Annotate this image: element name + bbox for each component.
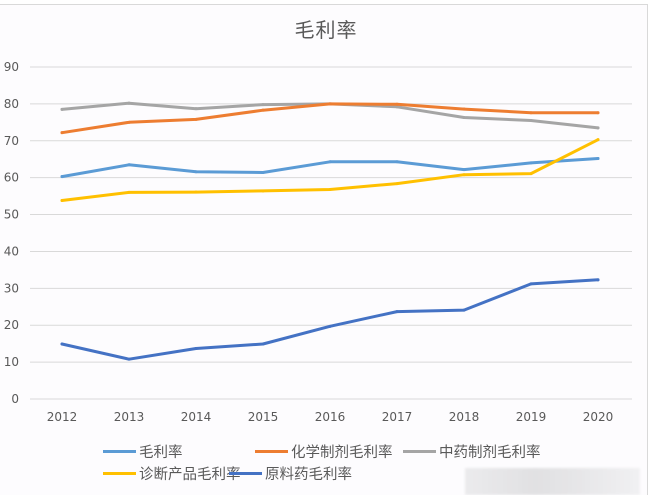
x-tick-label: 2020 xyxy=(583,410,614,424)
data-point xyxy=(462,173,466,177)
y-tick-label: 40 xyxy=(4,244,19,258)
legend-item-gross-margin[interactable]: 毛利率 xyxy=(103,441,183,462)
data-point xyxy=(60,199,64,203)
y-tick-label: 30 xyxy=(4,281,19,295)
legend-item-diagnostic[interactable]: 诊断产品毛利率 xyxy=(103,463,241,484)
x-tick-label: 2014 xyxy=(181,410,212,424)
data-point xyxy=(596,138,600,142)
data-point xyxy=(194,190,198,194)
y-tick-label: 90 xyxy=(4,60,19,74)
x-axis-ticks: 2012 2013 2014 2015 2016 2017 2018 2019 2020 xyxy=(47,410,614,424)
data-point xyxy=(596,126,600,130)
legend-swatch xyxy=(255,450,288,453)
series-line-4 xyxy=(60,278,600,361)
data-point xyxy=(127,101,131,105)
line-chart: 0 10 20 30 40 50 60 70 80 90 2012 2013 2014 2015 2016… xyxy=(4,60,632,424)
series-line-1 xyxy=(60,102,600,135)
data-point xyxy=(60,107,64,111)
legend-item-chemical[interactable]: 化学制剂毛利率 xyxy=(255,441,393,462)
legend-swatch xyxy=(103,472,136,475)
legend-swatch xyxy=(103,450,136,453)
data-point xyxy=(261,171,265,175)
data-point xyxy=(127,163,131,167)
data-point xyxy=(60,175,64,179)
data-point xyxy=(462,116,466,120)
x-tick-label: 2016 xyxy=(315,410,346,424)
data-point xyxy=(529,111,533,115)
data-point xyxy=(395,105,399,109)
data-point xyxy=(596,156,600,160)
data-point xyxy=(529,282,533,286)
legend-swatch xyxy=(403,450,436,453)
y-tick-label: 20 xyxy=(4,318,19,332)
data-point xyxy=(462,308,466,312)
y-tick-label: 70 xyxy=(4,134,19,148)
data-point xyxy=(328,102,332,106)
data-point xyxy=(261,108,265,112)
data-point xyxy=(261,103,265,107)
y-tick-label: 50 xyxy=(4,208,19,222)
data-point xyxy=(395,102,399,106)
data-point xyxy=(529,118,533,122)
data-point xyxy=(529,172,533,176)
y-tick-label: 10 xyxy=(4,355,19,369)
legend-swatch xyxy=(229,472,262,475)
data-point xyxy=(328,187,332,191)
data-point xyxy=(395,310,399,314)
legend-label: 原料药毛利率 xyxy=(265,467,352,483)
data-point xyxy=(462,168,466,172)
data-point xyxy=(127,120,131,124)
x-tick-label: 2017 xyxy=(382,410,413,424)
legend-label: 化学制剂毛利率 xyxy=(291,445,393,461)
data-point xyxy=(529,161,533,165)
x-tick-label: 2018 xyxy=(449,410,480,424)
y-tick-label: 60 xyxy=(4,171,19,185)
legend-item-tcm[interactable]: 中药制剂毛利率 xyxy=(403,441,541,462)
blurred-watermark xyxy=(465,468,640,495)
data-point xyxy=(194,117,198,121)
legend-item-api[interactable]: 原料药毛利率 xyxy=(229,463,352,484)
data-point xyxy=(127,190,131,194)
data-point xyxy=(596,111,600,115)
data-point xyxy=(60,342,64,346)
chart-title: 毛利率 xyxy=(294,18,358,42)
data-point xyxy=(261,342,265,346)
x-tick-label: 2015 xyxy=(248,410,279,424)
x-tick-label: 2012 xyxy=(47,410,78,424)
legend-label: 诊断产品毛利率 xyxy=(139,467,241,483)
legend-label: 中药制剂毛利率 xyxy=(439,445,541,461)
series-line-3 xyxy=(60,138,600,202)
data-point xyxy=(328,324,332,328)
x-tick-label: 2019 xyxy=(516,410,547,424)
y-tick-label: 80 xyxy=(4,97,19,111)
data-point xyxy=(194,107,198,111)
series-lines xyxy=(60,101,600,361)
data-point xyxy=(462,107,466,111)
y-axis-ticks: 0 10 20 30 40 50 60 70 80 90 xyxy=(4,60,19,406)
data-point xyxy=(194,170,198,174)
chart-frame xyxy=(0,4,648,495)
data-point xyxy=(261,189,265,193)
x-tick-label: 2013 xyxy=(114,410,145,424)
data-point xyxy=(328,160,332,164)
data-point xyxy=(194,346,198,350)
data-point xyxy=(596,278,600,282)
data-point xyxy=(60,131,64,135)
series-line-2 xyxy=(60,101,600,130)
data-point xyxy=(127,357,131,361)
data-point xyxy=(395,160,399,164)
y-tick-label: 0 xyxy=(11,392,19,406)
gridlines xyxy=(30,66,632,400)
legend-label: 毛利率 xyxy=(139,445,183,461)
data-point xyxy=(395,182,399,186)
